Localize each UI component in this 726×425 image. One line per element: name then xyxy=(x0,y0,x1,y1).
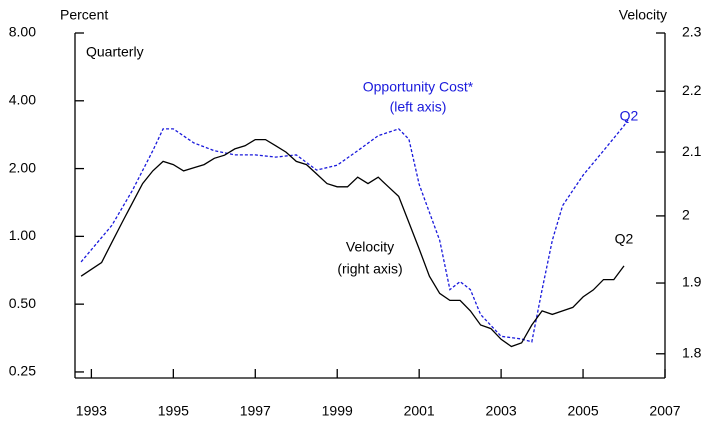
x-tick-label: 1995 xyxy=(158,403,189,419)
y-tick-label: 8.00 xyxy=(9,24,36,40)
y-tick-label: 2.00 xyxy=(9,159,36,175)
series-line xyxy=(80,119,629,343)
y2-tick-label: 2 xyxy=(682,207,690,223)
subtitle: Quarterly xyxy=(86,44,144,60)
annotation: (right axis) xyxy=(337,261,402,277)
y2-tick-label: 2.2 xyxy=(682,82,702,98)
y-axis-label: Percent xyxy=(60,7,108,23)
y-tick-label: 1.00 xyxy=(9,227,36,243)
x-tick-label: 1993 xyxy=(76,403,107,419)
y-tick-label: 4.00 xyxy=(9,91,36,107)
x-tick-label: 2007 xyxy=(649,403,680,419)
x-tick-label: 2005 xyxy=(567,403,598,419)
x-tick-label: 1999 xyxy=(322,403,353,419)
x-tick-label: 2001 xyxy=(404,403,435,419)
y2-tick-label: 1.8 xyxy=(682,344,702,360)
y2-axis-label: Velocity xyxy=(619,7,667,23)
y-tick-label: 0.25 xyxy=(9,363,36,379)
annotation: (left axis) xyxy=(390,99,447,115)
y2-tick-label: 1.9 xyxy=(682,274,702,290)
annotation: Q2 xyxy=(620,108,639,124)
x-tick-label: 2003 xyxy=(486,403,517,419)
x-tick-label: 1997 xyxy=(240,403,271,419)
y2-tick-label: 2.1 xyxy=(682,143,702,159)
annotation: Velocity xyxy=(346,239,394,255)
annotation: Opportunity Cost* xyxy=(363,79,474,95)
y-tick-label: 0.50 xyxy=(9,295,36,311)
annotation: Q2 xyxy=(615,231,634,247)
y2-tick-label: 2.3 xyxy=(682,24,702,40)
series-line xyxy=(80,138,625,348)
